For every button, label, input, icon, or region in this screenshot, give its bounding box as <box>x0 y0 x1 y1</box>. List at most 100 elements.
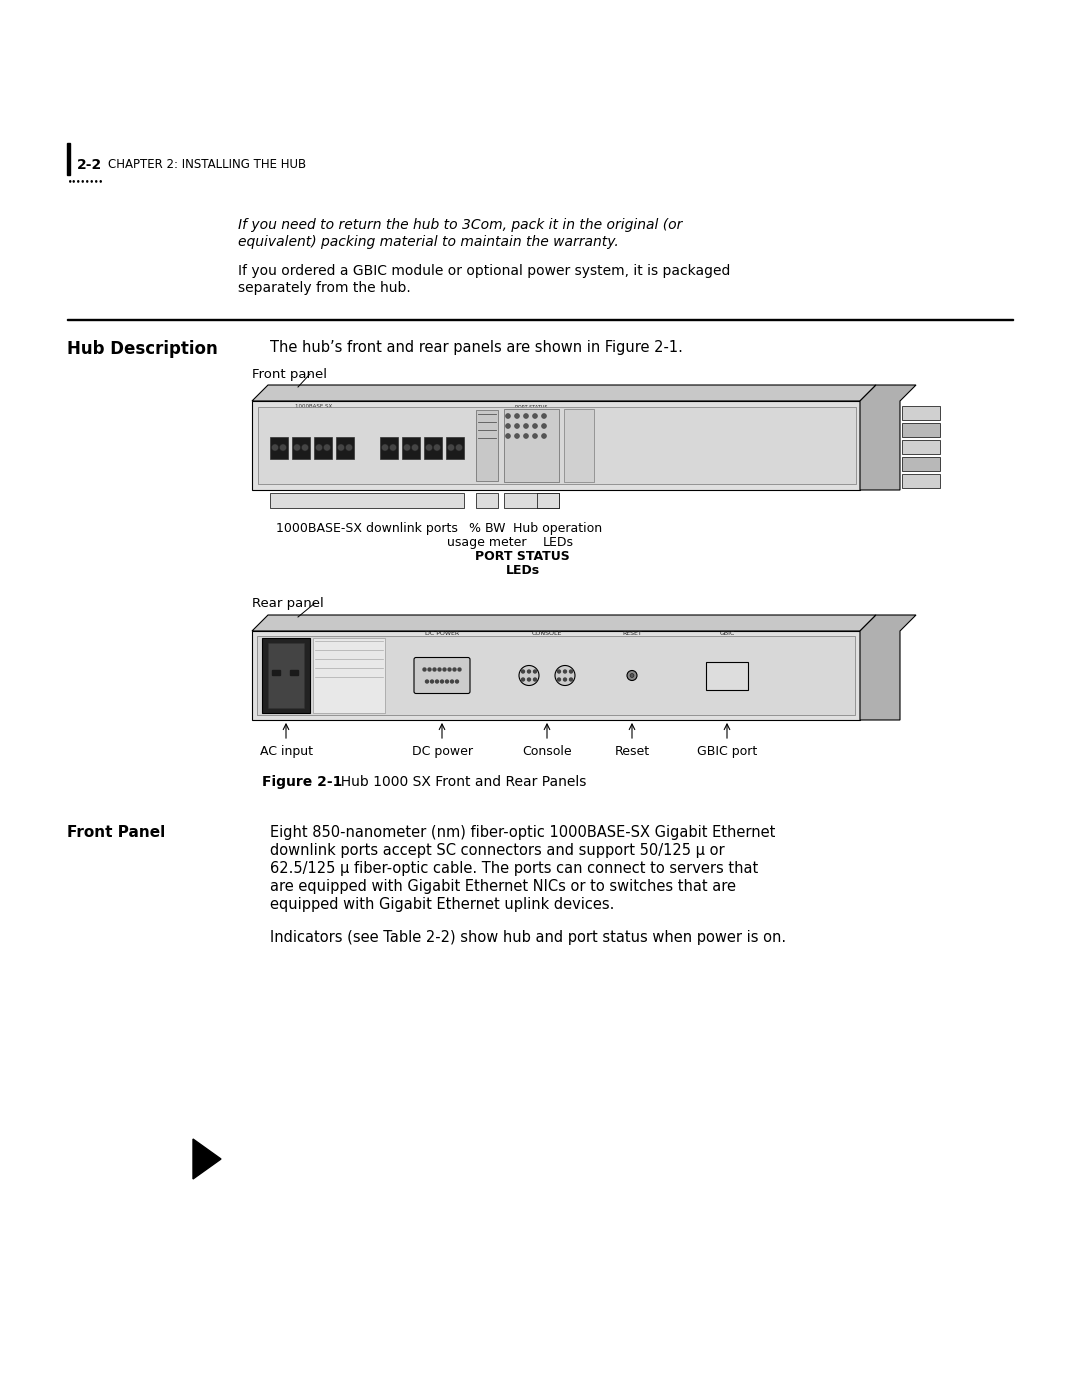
Bar <box>504 409 559 482</box>
Circle shape <box>438 668 441 671</box>
Circle shape <box>428 668 431 671</box>
Circle shape <box>315 444 323 451</box>
Text: CONSOLE: CONSOLE <box>531 631 563 636</box>
Bar <box>270 493 464 509</box>
Circle shape <box>446 680 448 683</box>
Polygon shape <box>252 386 876 401</box>
Circle shape <box>456 680 459 683</box>
Bar <box>258 407 856 483</box>
Bar <box>380 436 399 458</box>
Circle shape <box>448 668 451 671</box>
Bar <box>291 669 298 675</box>
Bar <box>902 422 940 437</box>
Text: Console: Console <box>523 745 571 759</box>
Circle shape <box>294 444 300 451</box>
Text: Hub Description: Hub Description <box>67 339 218 358</box>
Text: Hub 1000 SX Front and Rear Panels: Hub 1000 SX Front and Rear Panels <box>332 775 586 789</box>
Circle shape <box>433 668 436 671</box>
Circle shape <box>557 678 561 680</box>
Circle shape <box>433 444 441 451</box>
Circle shape <box>564 678 567 680</box>
Text: downlink ports accept SC connectors and support 50/125 μ or: downlink ports accept SC connectors and … <box>270 842 725 858</box>
Circle shape <box>505 414 511 419</box>
Circle shape <box>346 444 352 451</box>
Circle shape <box>505 423 511 429</box>
Text: DC POWER: DC POWER <box>424 631 459 636</box>
Circle shape <box>532 433 538 439</box>
Bar <box>252 401 860 490</box>
Text: Rear panel: Rear panel <box>252 597 324 610</box>
Text: equivalent) packing material to maintain the warranty.: equivalent) packing material to maintain… <box>238 235 619 249</box>
Circle shape <box>527 671 530 673</box>
Bar <box>476 409 498 481</box>
Circle shape <box>630 673 634 678</box>
Bar <box>268 643 303 708</box>
Bar <box>504 493 559 509</box>
Bar <box>446 436 464 458</box>
Text: usage meter: usage meter <box>447 536 527 549</box>
Text: If you need to return the hub to 3Com, pack it in the original (or: If you need to return the hub to 3Com, p… <box>238 218 683 232</box>
Circle shape <box>541 423 546 429</box>
Circle shape <box>534 678 537 680</box>
Circle shape <box>443 668 446 671</box>
Circle shape <box>280 444 286 451</box>
Circle shape <box>627 671 637 680</box>
Text: CHAPTER 2: INSTALLING THE HUB: CHAPTER 2: INSTALLING THE HUB <box>108 158 306 170</box>
Bar <box>706 662 748 690</box>
Circle shape <box>569 678 572 680</box>
Text: 62.5/125 μ fiber-optic cable. The ports can connect to servers that: 62.5/125 μ fiber-optic cable. The ports … <box>270 861 758 876</box>
Text: Reset: Reset <box>615 745 649 759</box>
Text: RESET: RESET <box>622 631 642 636</box>
Text: ••••••••: •••••••• <box>68 177 104 184</box>
Circle shape <box>411 444 419 451</box>
Circle shape <box>431 680 433 683</box>
Circle shape <box>532 414 538 419</box>
Circle shape <box>524 423 528 429</box>
Circle shape <box>453 668 456 671</box>
Bar <box>902 405 940 420</box>
Circle shape <box>514 433 519 439</box>
Text: The hub’s front and rear panels are shown in Figure 2-1.: The hub’s front and rear panels are show… <box>270 339 683 355</box>
Circle shape <box>271 444 279 451</box>
Text: AC input: AC input <box>259 745 312 759</box>
Circle shape <box>456 444 462 451</box>
Bar <box>257 636 855 715</box>
Circle shape <box>541 414 546 419</box>
Circle shape <box>524 414 528 419</box>
Bar <box>314 436 332 458</box>
Text: Front Panel: Front Panel <box>67 826 165 840</box>
Polygon shape <box>193 1139 221 1179</box>
Text: separately from the hub.: separately from the hub. <box>238 281 410 295</box>
Bar <box>902 474 940 488</box>
Bar <box>270 436 288 458</box>
Bar <box>67 142 69 175</box>
Circle shape <box>324 444 330 451</box>
Circle shape <box>557 671 561 673</box>
Bar <box>564 409 594 482</box>
Text: 1000BASE SX: 1000BASE SX <box>295 404 333 409</box>
Circle shape <box>426 444 432 451</box>
Text: 1000BASE-SX downlink ports: 1000BASE-SX downlink ports <box>276 522 458 535</box>
Bar <box>424 436 442 458</box>
Circle shape <box>441 680 444 683</box>
Circle shape <box>505 433 511 439</box>
Bar <box>272 669 280 675</box>
Text: GBIC: GBIC <box>719 631 734 636</box>
Circle shape <box>301 444 309 451</box>
Text: LEDs: LEDs <box>505 564 540 577</box>
Bar <box>336 436 354 458</box>
Circle shape <box>404 444 410 451</box>
Circle shape <box>450 680 454 683</box>
Text: PORT STATUS: PORT STATUS <box>475 550 570 563</box>
Bar <box>402 436 420 458</box>
Text: Figure 2-1: Figure 2-1 <box>262 775 342 789</box>
Bar <box>252 631 860 719</box>
Circle shape <box>564 671 567 673</box>
Bar <box>313 638 384 712</box>
Bar <box>476 493 498 509</box>
Circle shape <box>522 671 525 673</box>
Circle shape <box>514 423 519 429</box>
Circle shape <box>514 414 519 419</box>
Text: DC power: DC power <box>411 745 473 759</box>
Circle shape <box>447 444 455 451</box>
